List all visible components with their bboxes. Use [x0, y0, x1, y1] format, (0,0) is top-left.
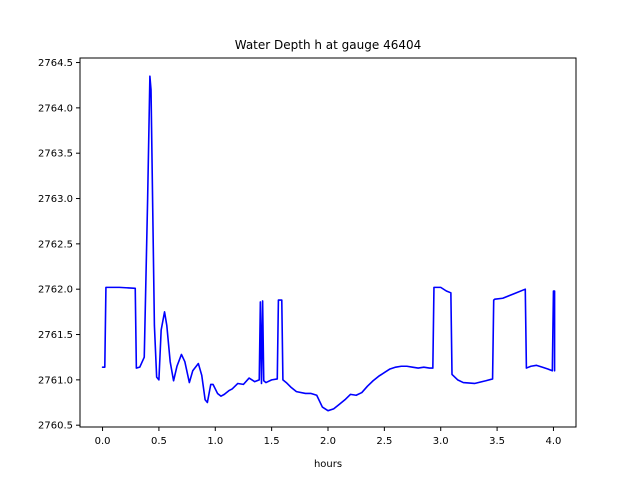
y-tick-label: 2763.5 [38, 149, 73, 160]
x-tick-label: 1.5 [264, 436, 280, 447]
y-tick-label: 2764.5 [38, 58, 73, 69]
y-tick-label: 2761.5 [38, 330, 73, 341]
x-tick-label: 3.0 [433, 436, 449, 447]
x-tick-label: 0.0 [95, 436, 111, 447]
y-tick-label: 2762.0 [38, 285, 73, 296]
x-tick-label: 0.5 [151, 436, 167, 447]
x-axis-label: hours [314, 459, 342, 470]
x-tick-label: 2.0 [320, 436, 336, 447]
y-tick-label: 2760.5 [38, 421, 73, 432]
x-tick-label: 3.5 [489, 436, 505, 447]
chart-title: Water Depth h at gauge 46404 [235, 38, 422, 52]
y-tick-label: 2763.0 [38, 194, 73, 205]
y-tick-label: 2761.0 [38, 375, 73, 386]
plot-layer: 0.0 0.5 1.0 1.5 2.0 2.5 3.0 3.5 4.0 2760.5 2761.0 2… [38, 58, 561, 447]
x-tick-label: 2.5 [376, 436, 392, 447]
x-tick-label: 4.0 [546, 436, 562, 447]
y-tick-label: 2764.0 [38, 103, 73, 114]
plot-area-frame [79, 57, 577, 428]
y-tick-label: 2762.5 [38, 239, 73, 250]
series-line-1 [101, 75, 556, 412]
x-tick-label: 1.0 [207, 436, 223, 447]
